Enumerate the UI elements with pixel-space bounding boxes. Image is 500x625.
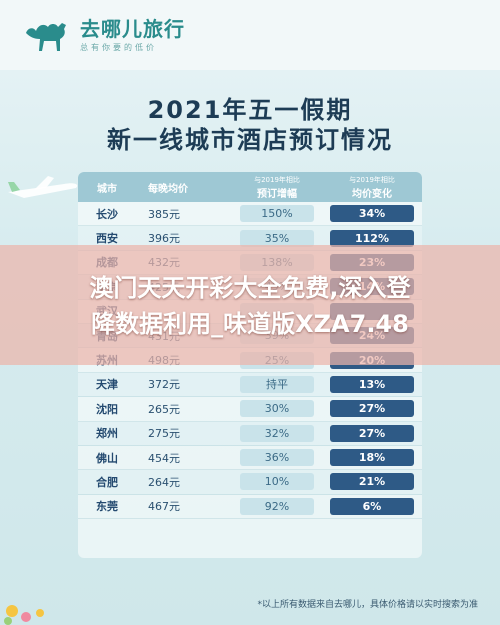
overlay-line-1: 澳门天天开彩大全免费,深入登: [89, 274, 411, 302]
city-cell: 合肥: [96, 475, 118, 489]
price-cell: 275元: [148, 427, 180, 441]
growth-cell: 150%: [232, 205, 322, 223]
city-cell: 郑州: [96, 427, 118, 441]
growth-cell: 30%: [232, 400, 322, 418]
price-cell: 264元: [148, 475, 180, 489]
growth-cell: 持平: [232, 375, 322, 393]
header-city: 城市: [97, 183, 117, 195]
change-cell: 27%: [322, 400, 422, 418]
city-cell: 佛山: [96, 451, 118, 465]
change-value: 13%: [330, 375, 414, 393]
overlay-line-2: 降数据利用_味道版XZA7.48: [91, 310, 409, 338]
table-header: 城市 每晚均价 与2019年相比 预订增幅 与2019年相比 均价变化: [78, 172, 422, 202]
camel-icon: [26, 22, 66, 51]
table-row: 合肥 264元 10% 21%: [78, 470, 422, 495]
header-change-note: 与2019年相比: [349, 175, 395, 184]
airplane-icon: [8, 176, 78, 198]
table-row: 郑州 275元 32% 27%: [78, 421, 422, 446]
price-cell: 265元: [148, 402, 180, 416]
overlay-banner: [0, 245, 500, 365]
change-value: 27%: [330, 400, 414, 418]
growth-cell: 92%: [232, 497, 322, 515]
footnote: *以上所有数据来自去哪儿，具体价格请以实时搜索为准: [257, 600, 478, 610]
table-row: 长沙 385元 150% 34%: [78, 202, 422, 227]
change-value: 18%: [330, 449, 414, 467]
growth-value: 36%: [240, 449, 314, 467]
change-value: 27%: [330, 424, 414, 442]
change-cell: 18%: [322, 449, 422, 467]
growth-value: 35%: [240, 229, 314, 247]
page-subtitle: 新一线城市酒店预订情况: [107, 126, 393, 154]
page-title: 2021年五一假期: [147, 96, 353, 124]
city-cell: 东莞: [96, 500, 118, 514]
city-cell: 长沙: [96, 207, 118, 221]
brand-logo: 去哪儿旅行 总有你要的低价: [22, 18, 185, 53]
price-cell: 467元: [148, 500, 180, 514]
hotel-booking-table: 城市 每晚均价 与2019年相比 预订增幅 与2019年相比 均价变化 长沙 38…: [78, 172, 422, 558]
table-row: 东莞 467元 92% 6%: [78, 495, 422, 520]
growth-value: 持平: [240, 375, 314, 393]
header-growth-note: 与2019年相比: [254, 175, 300, 184]
flower-decoration-icon: [4, 605, 44, 625]
table-row: 佛山 454元 36% 18%: [78, 446, 422, 471]
brand-name: 去哪儿旅行: [80, 17, 185, 41]
header-price: 每晚均价: [148, 183, 188, 195]
header-growth-label: 预订增幅: [257, 188, 297, 200]
change-value: 6%: [330, 497, 414, 515]
growth-value: 30%: [240, 400, 314, 418]
change-value: 21%: [330, 473, 414, 491]
price-cell: 454元: [148, 451, 180, 465]
price-cell: 396元: [148, 232, 180, 246]
brand-slogan: 总有你要的低价: [80, 43, 157, 52]
change-cell: 21%: [322, 473, 422, 491]
table-row: 沈阳 265元 30% 27%: [78, 397, 422, 422]
header-change-label: 均价变化: [352, 188, 392, 200]
change-value: 112%: [330, 229, 414, 247]
change-cell: 112%: [322, 229, 422, 247]
overlay-banner-text: 澳门天天开彩大全免费,深入登 降数据利用_味道版XZA7.48: [0, 270, 500, 342]
price-cell: 385元: [148, 207, 180, 221]
change-cell: 27%: [322, 424, 422, 442]
growth-value: 10%: [240, 473, 314, 491]
growth-cell: 36%: [232, 449, 322, 467]
change-cell: 13%: [322, 375, 422, 393]
growth-value: 92%: [240, 497, 314, 515]
header-band: [0, 0, 500, 70]
growth-value: 150%: [240, 205, 314, 223]
header-growth: 与2019年相比 预订增幅: [232, 172, 322, 202]
price-cell: 372元: [148, 378, 180, 392]
growth-cell: 10%: [232, 473, 322, 491]
change-cell: 34%: [322, 205, 422, 223]
city-cell: 天津: [96, 378, 118, 392]
growth-cell: 32%: [232, 424, 322, 442]
city-cell: 西安: [96, 232, 118, 246]
growth-cell: 35%: [232, 229, 322, 247]
table-row: 天津 372元 持平 13%: [78, 372, 422, 398]
header-change: 与2019年相比 均价变化: [322, 172, 422, 202]
change-value: 34%: [330, 205, 414, 223]
change-cell: 6%: [322, 497, 422, 515]
growth-value: 32%: [240, 424, 314, 442]
city-cell: 沈阳: [96, 402, 118, 416]
